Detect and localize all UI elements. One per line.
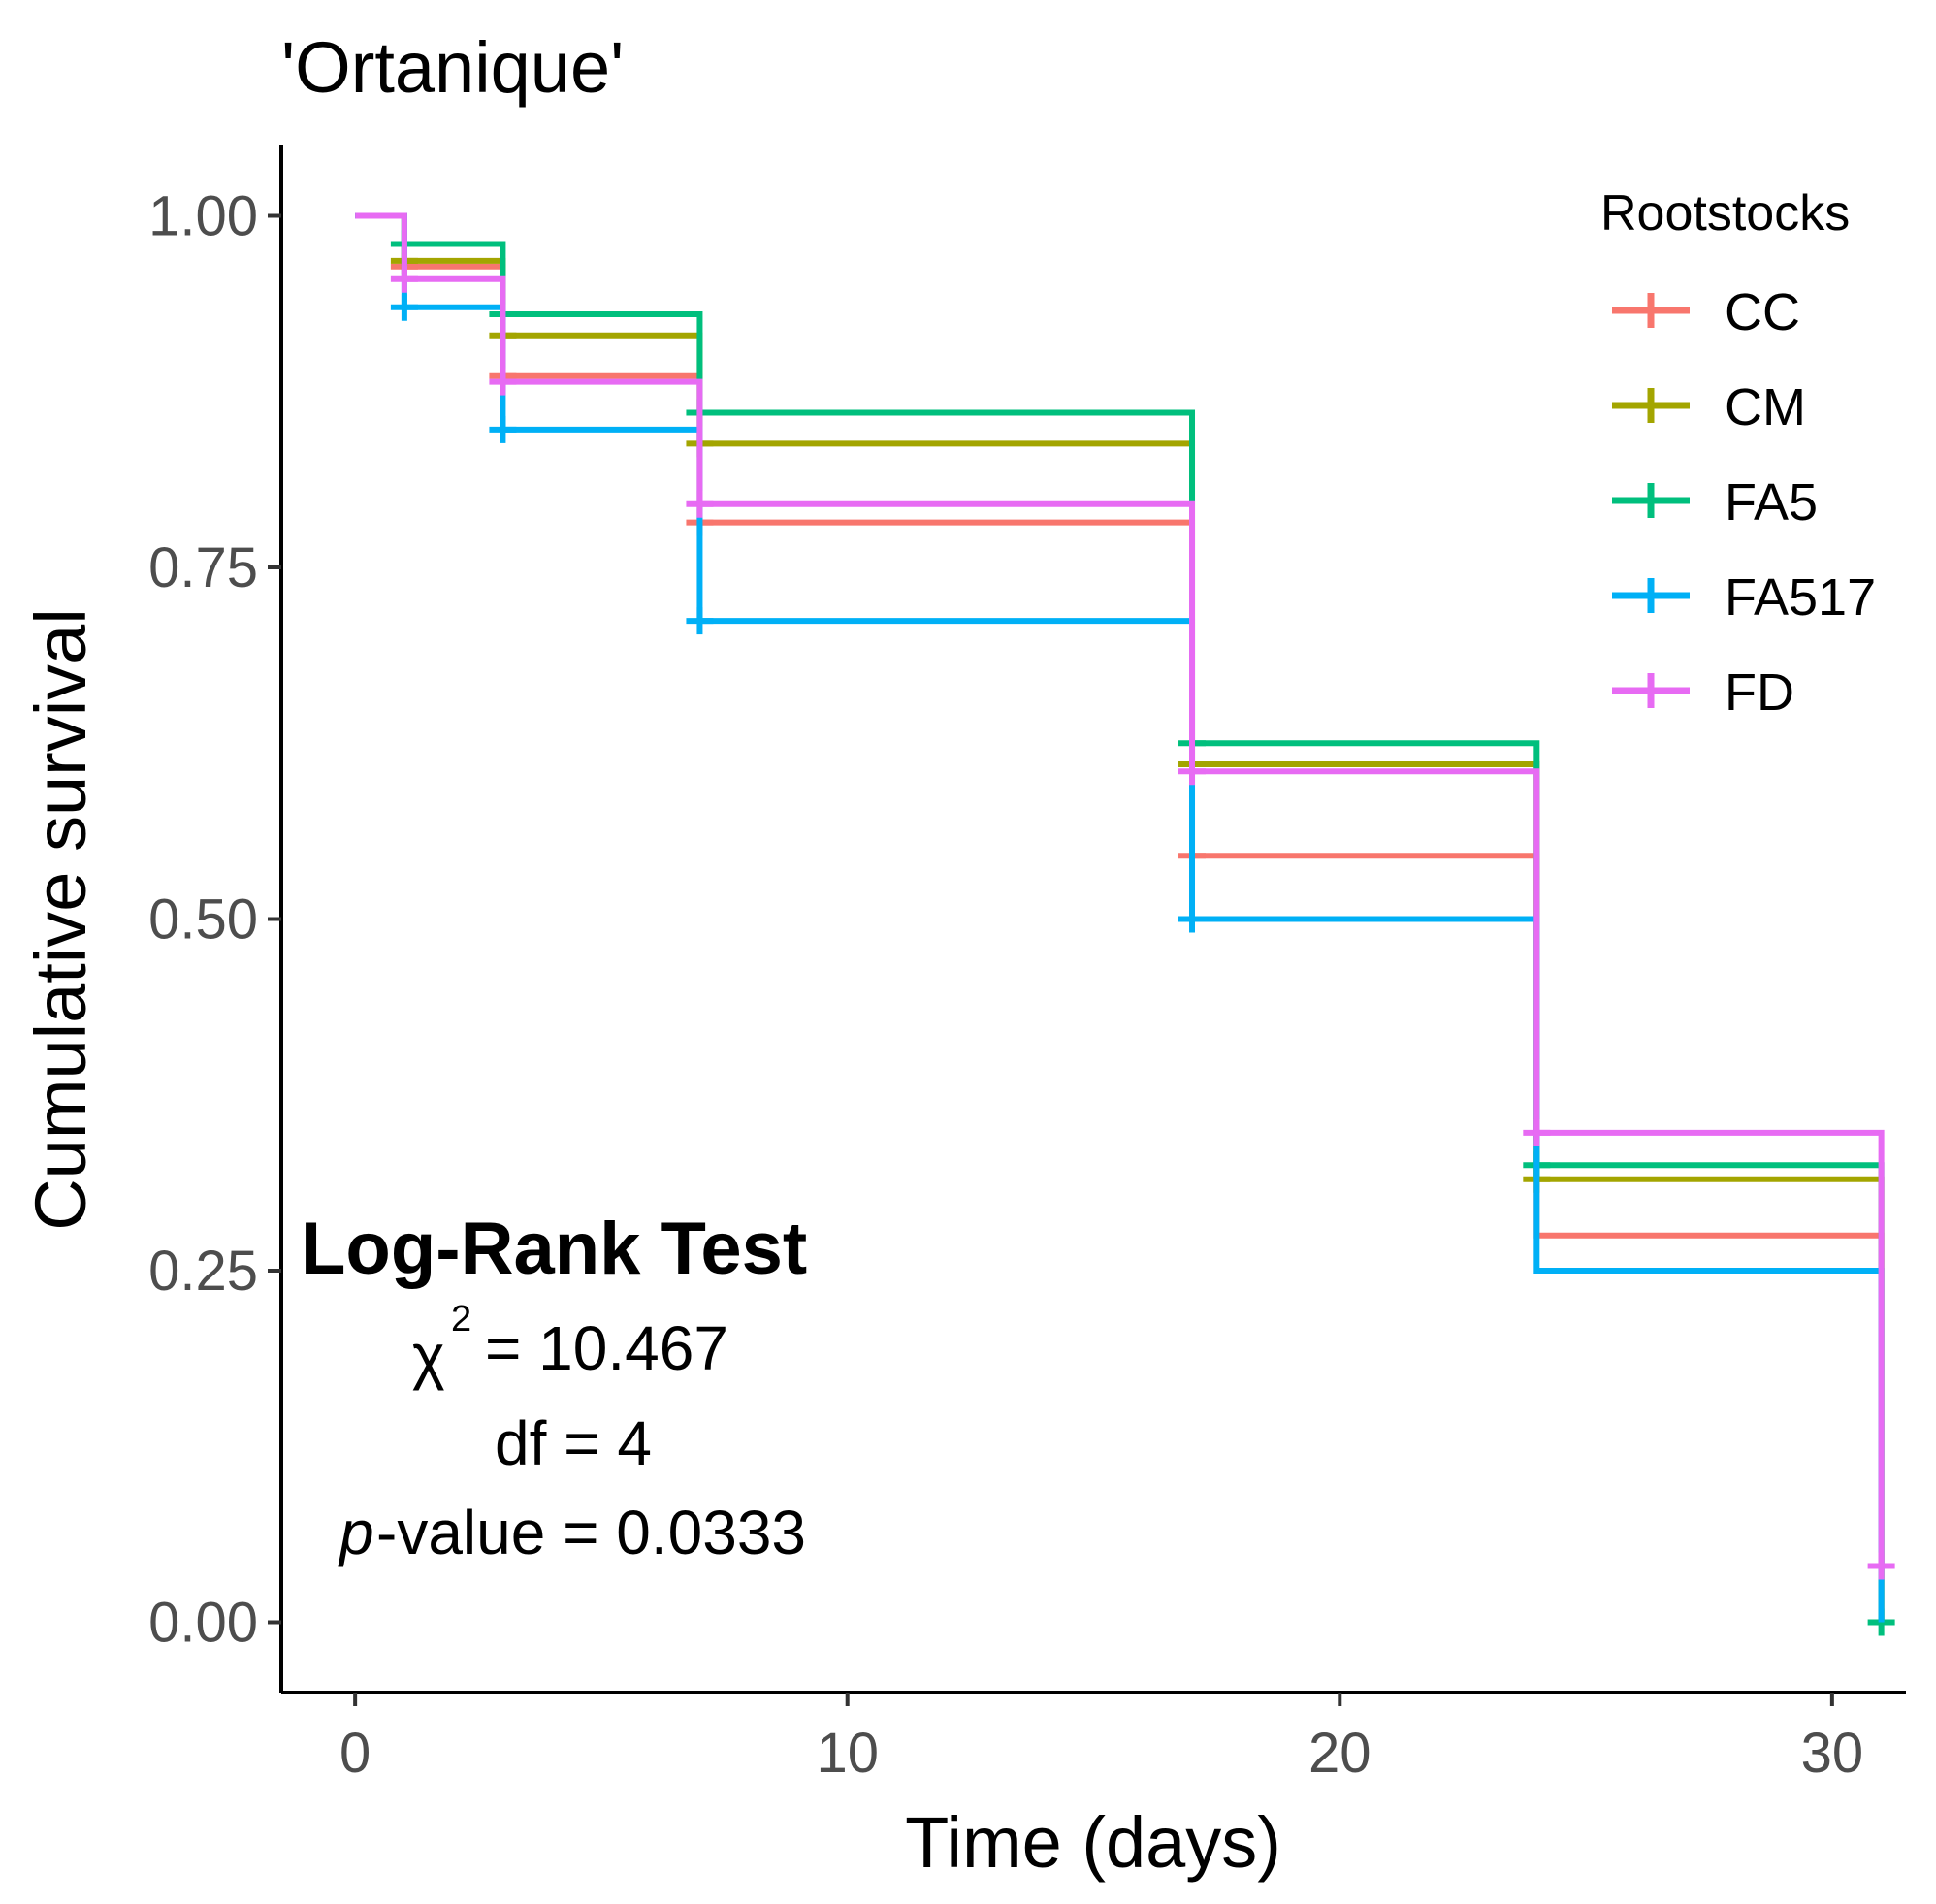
- y-tick-label-0.50: 0.50: [148, 888, 258, 952]
- log-rank-annotation: Log-Rank Test χ 2 = 10.467 df = 4 p -val…: [301, 1208, 807, 1567]
- x-tick-label-30: 30: [1801, 1722, 1864, 1785]
- chi-square-value: = 10.467: [485, 1313, 728, 1383]
- degrees-of-freedom: df = 4: [495, 1408, 652, 1478]
- legend-label-fd: FD: [1725, 663, 1794, 722]
- legend-item-fa517: FA517: [1612, 568, 1876, 627]
- legend-label-cm: CM: [1725, 378, 1806, 436]
- p-symbol: p: [338, 1498, 374, 1567]
- legend-item-fa5: FA5: [1612, 473, 1818, 532]
- p-value: -value = 0.0333: [376, 1498, 806, 1567]
- legend-label-fa5: FA5: [1725, 473, 1818, 532]
- y-ticks: [268, 213, 281, 1625]
- x-tick-label-10: 10: [816, 1722, 879, 1785]
- y-tick-label-0.25: 0.25: [148, 1240, 258, 1303]
- y-tick-label-1.00: 1.00: [148, 185, 258, 248]
- legend-item-cc: CC: [1612, 283, 1800, 341]
- log-rank-title: Log-Rank Test: [301, 1208, 807, 1290]
- x-axis-title: Time (days): [905, 1802, 1281, 1883]
- legend-label-fa517: FA517: [1725, 568, 1876, 627]
- y-tick-label-0.75: 0.75: [148, 536, 258, 599]
- x-ticks: [353, 1693, 1834, 1706]
- chi-square-symbol: χ: [412, 1321, 445, 1391]
- x-tick-label-20: 20: [1308, 1722, 1371, 1785]
- series-fa517: [355, 212, 1885, 1623]
- series-layer: [355, 212, 1895, 1636]
- chart-title: 'Ortanique': [281, 27, 624, 108]
- legend-item-cm: CM: [1612, 378, 1806, 436]
- series-fd: [355, 212, 1895, 1580]
- x-tick-label-0: 0: [339, 1722, 371, 1785]
- legend: Rootstocks CC CM FA5 FA517 FD: [1600, 185, 1876, 722]
- legend-item-fd: FD: [1612, 663, 1794, 722]
- chi-square-superscript: 2: [451, 1299, 471, 1339]
- legend-label-cc: CC: [1725, 283, 1800, 341]
- y-tick-label-0.00: 0.00: [148, 1592, 258, 1655]
- legend-title: Rootstocks: [1600, 185, 1850, 242]
- y-axis-title: Cumulative survival: [20, 608, 101, 1231]
